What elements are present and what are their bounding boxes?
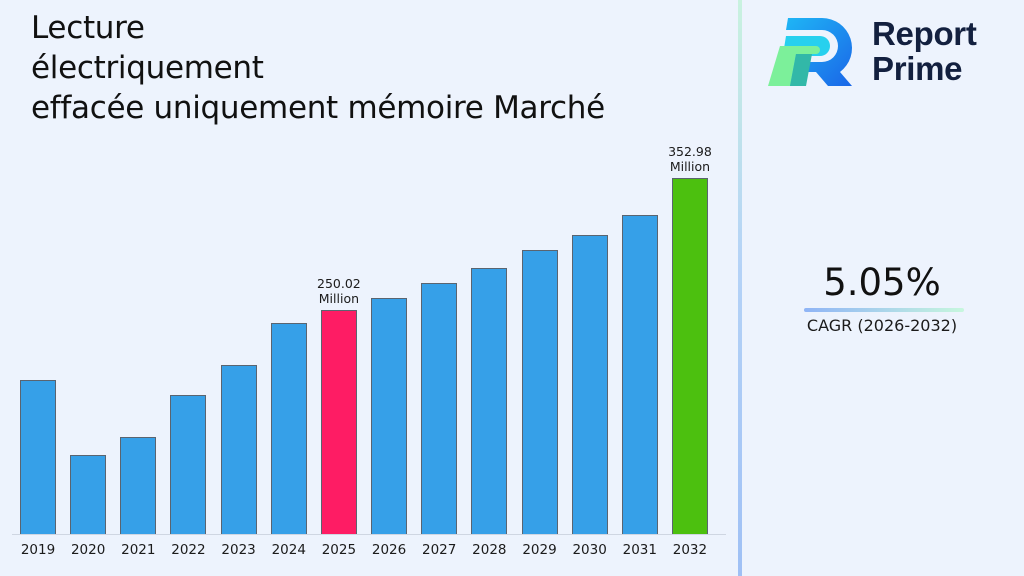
x-tick-label: 2028: [472, 542, 507, 558]
logo-line-1: Report: [872, 15, 977, 52]
bar-2020: [70, 455, 107, 534]
logo-text: Report Prime: [872, 16, 977, 86]
bar-2021: [120, 437, 157, 534]
x-tick-label: 2021: [121, 542, 156, 558]
title-line-3: effacée uniquement mémoire Marché: [31, 90, 605, 126]
value-label-amount: 352.98: [668, 143, 712, 159]
value-label-2025: 250.02 Million: [299, 276, 379, 306]
value-label-2032: 352.98 Million: [650, 144, 730, 174]
bar-2024: [270, 322, 307, 534]
x-tick-label: 2023: [221, 542, 256, 558]
bar-2029: [521, 250, 558, 534]
chart-title: Lecture électriquement effacée uniquemen…: [31, 8, 605, 128]
bar-2032: [671, 177, 708, 534]
x-axis-line: [12, 534, 726, 535]
bar-2019: [20, 380, 56, 534]
x-tick-label: 2030: [572, 542, 607, 558]
x-tick-label: 2032: [672, 542, 708, 558]
title-line-1: Lecture: [31, 10, 145, 46]
bar-2025: [320, 309, 357, 534]
cagr-underline: [804, 308, 964, 312]
bar-2027: [421, 282, 458, 534]
x-tick-label: 2022: [171, 542, 206, 558]
x-tick-label: 2029: [522, 542, 557, 558]
cagr-value: 5.05%: [823, 261, 941, 304]
value-label-amount: 250.02: [317, 275, 361, 291]
x-tick-label: 2024: [271, 542, 306, 558]
x-tick-label: 2020: [70, 542, 106, 558]
title-line-2: électriquement: [31, 50, 264, 86]
bar-2023: [220, 365, 257, 534]
bar-2026: [371, 297, 408, 534]
value-label-unit: Million: [318, 290, 360, 306]
x-tick-label: 2026: [371, 542, 407, 558]
value-label-unit: Million: [669, 158, 711, 174]
x-tick-label: 2025: [321, 542, 357, 558]
bar-2022: [170, 395, 207, 534]
report-prime-logo-icon: [768, 18, 852, 86]
bar-2030: [571, 235, 608, 534]
x-tick-label: 2019: [20, 542, 56, 558]
x-tick-label: 2031: [622, 542, 657, 558]
logo-line-2: Prime: [872, 50, 963, 87]
bar-2031: [621, 215, 658, 534]
cagr-label: CAGR (2026-2032): [806, 316, 958, 335]
report-prime-logo: Report Prime: [766, 14, 1006, 90]
x-tick-label: 2027: [422, 542, 457, 558]
panel-divider: [738, 0, 742, 576]
bar-chart: 2019 2020 2021 2022 2023 2024 2025 250.02 Millio…: [12, 144, 730, 558]
bar-2028: [471, 267, 508, 534]
